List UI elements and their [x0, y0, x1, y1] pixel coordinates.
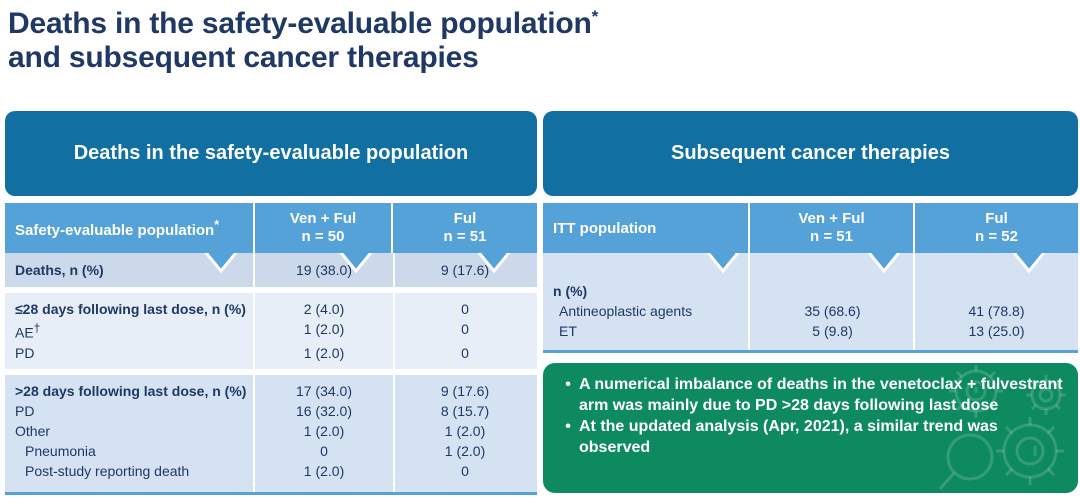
section-gt28-days: >28 days following last dose, n (%) 17 (…	[5, 374, 537, 492]
bullet-text: A numerical imbalance of deaths in the v…	[579, 376, 1063, 414]
section-itt: n (%) Antineoplastic agents 35 (68.6) 41…	[543, 253, 1078, 350]
gear-icon	[1026, 375, 1066, 415]
header-pointer-icon	[1012, 253, 1046, 274]
row-value-ven-ful: 2 (4.0)	[303, 301, 345, 317]
row-value-ven-ful: 16 (32.0)	[295, 402, 353, 419]
header-pointer-icon	[477, 253, 511, 274]
table-row: n (%)	[543, 281, 1078, 301]
row-value-ven-ful: 19 (38.0)	[295, 262, 353, 278]
right-table-header-ful: Ful n = 52	[975, 210, 1018, 245]
row-value-ful: 8 (15.7)	[440, 402, 490, 419]
left-panel-banner: Deaths in the safety-evaluable populatio…	[5, 111, 537, 196]
gear-icon	[996, 417, 1064, 485]
bullet-icon: •	[565, 376, 571, 393]
row-value-ful: 13 (25.0)	[968, 323, 1025, 339]
left-table-header-row: Safety-evaluable population* Ven + Ful n…	[5, 203, 537, 253]
table-row: >28 days following last dose, n (%) 17 (…	[5, 381, 537, 401]
row-value-ful: 1 (2.0)	[444, 422, 486, 439]
key-findings-list: • A numerical imbalance of deaths in the…	[543, 363, 1078, 466]
header-pointer-icon	[867, 253, 901, 274]
left-table-header-population: Safety-evaluable population*	[5, 203, 255, 253]
row-label: Deaths, n (%)	[15, 262, 104, 278]
row-value-ful: 9 (17.6)	[440, 262, 490, 278]
row-value-ful: 9 (17.6)	[440, 382, 490, 399]
row-label: ≤28 days following last dose, n (%)	[15, 301, 246, 317]
row-label: Post-study reporting death	[25, 462, 190, 479]
table-row: Antineoplastic agents 35 (68.6) 41 (78.8…	[543, 301, 1078, 321]
gear-icon	[949, 365, 1003, 418]
table-row: Deaths, n (%) 19 (38.0) 9 (17.6)	[5, 253, 537, 287]
table-row: Pneumonia 0 1 (2.0)	[5, 441, 537, 461]
page-title-line2: and subsequent cancer therapies	[8, 41, 479, 74]
row-value-ven-ful: 0	[320, 442, 328, 459]
footnote-dagger: †	[33, 322, 41, 335]
row-value-ven-ful: 1 (2.0)	[303, 321, 345, 337]
row-value-ven-ful: 1 (2.0)	[303, 422, 345, 439]
page-title: Deaths in the safety-evaluable populatio…	[8, 0, 598, 75]
right-table-header-row: ITT population Ven + Ful n = 51 Ful n = …	[543, 203, 1078, 253]
row-label: Pneumonia	[25, 442, 96, 459]
list-item: • At the updated analysis (Apr, 2021), a…	[557, 416, 1068, 458]
table-row: PD 16 (32.0) 8 (15.7)	[5, 401, 537, 421]
right-panel-banner: Subsequent cancer therapies	[543, 111, 1078, 196]
row-value-ven-ful: 1 (2.0)	[303, 462, 345, 479]
row-label: PD	[15, 344, 35, 361]
section-le28-days: ≤28 days following last dose, n (%) 2 (4…	[5, 293, 537, 369]
bullet-icon: •	[565, 418, 571, 435]
row-value-ful: 0	[461, 301, 469, 317]
page-title-line1: Deaths in the safety-evaluable populatio…	[8, 7, 592, 40]
row-label: PD	[15, 402, 35, 419]
bullet-text: At the updated analysis (Apr, 2021), a s…	[579, 418, 998, 456]
left-panel-banner-label: Deaths in the safety-evaluable populatio…	[73, 142, 469, 164]
left-table-header-ful: Ful n = 51	[443, 210, 487, 245]
magnifier-icon	[938, 433, 994, 490]
table-row: Other 1 (2.0) 1 (2.0)	[5, 421, 537, 441]
list-item: • A numerical imbalance of deaths in the…	[557, 374, 1068, 416]
row-label: n (%)	[553, 283, 588, 299]
row-value-ful: 41 (78.8)	[968, 303, 1025, 319]
row-value-ven-ful: 5 (9.8)	[812, 323, 853, 339]
row-value-ven-ful: 17 (34.0)	[295, 382, 353, 399]
left-table-header-ven-ful: Ven + Ful n = 50	[255, 203, 393, 253]
key-findings-callout: • A numerical imbalance of deaths in the…	[543, 363, 1078, 493]
header-pointer-icon	[706, 253, 740, 274]
left-panel-deaths: Deaths in the safety-evaluable populatio…	[5, 111, 537, 495]
row-value-ful	[915, 281, 1078, 301]
table-row: PD 1 (2.0) 0	[5, 343, 537, 363]
row-value-ven-ful: 35 (68.6)	[804, 303, 861, 319]
row-label: >28 days following last dose, n (%)	[15, 382, 247, 399]
row-value-ven-ful: 1 (2.0)	[303, 344, 345, 361]
row-label: Other	[15, 422, 51, 439]
header-pointer-icon	[204, 253, 238, 274]
row-value-ful: 0	[461, 462, 469, 479]
row-label: Antineoplastic agents	[559, 303, 693, 319]
row-label: AE†	[15, 322, 41, 341]
table-row: AE† 1 (2.0) 0	[5, 319, 537, 343]
row-value-ful: 0	[461, 344, 469, 361]
row-value-ful: 0	[461, 321, 469, 337]
right-panel-subsequent-therapies: Subsequent cancer therapies ITT populati…	[543, 111, 1078, 353]
right-table-body: n (%) Antineoplastic agents 35 (68.6) 41…	[543, 253, 1078, 353]
table-row: ET 5 (9.8) 13 (25.0)	[543, 321, 1078, 341]
header-pointer-icon	[339, 253, 373, 274]
row-value-ful: 1 (2.0)	[444, 442, 486, 459]
right-table-header-population: ITT population	[543, 203, 750, 253]
left-table-body: Deaths, n (%) 19 (38.0) 9 (17.6) ≤28 day…	[5, 253, 537, 495]
table-row: Post-study reporting death 1 (2.0) 0	[5, 461, 537, 481]
table-row: ≤28 days following last dose, n (%) 2 (4…	[5, 299, 537, 319]
title-footnote-asterisk: *	[591, 7, 599, 26]
header-footnote-asterisk: *	[214, 217, 220, 232]
right-panel-banner-label: Subsequent cancer therapies	[671, 142, 950, 164]
gears-magnifier-decoration	[938, 365, 1066, 490]
row-value-ven-ful	[750, 281, 915, 301]
row-label: ET	[559, 323, 577, 339]
section-deaths-total: Deaths, n (%) 19 (38.0) 9 (17.6)	[5, 253, 537, 287]
right-table-header-ven-ful: Ven + Ful n = 51	[750, 203, 915, 253]
